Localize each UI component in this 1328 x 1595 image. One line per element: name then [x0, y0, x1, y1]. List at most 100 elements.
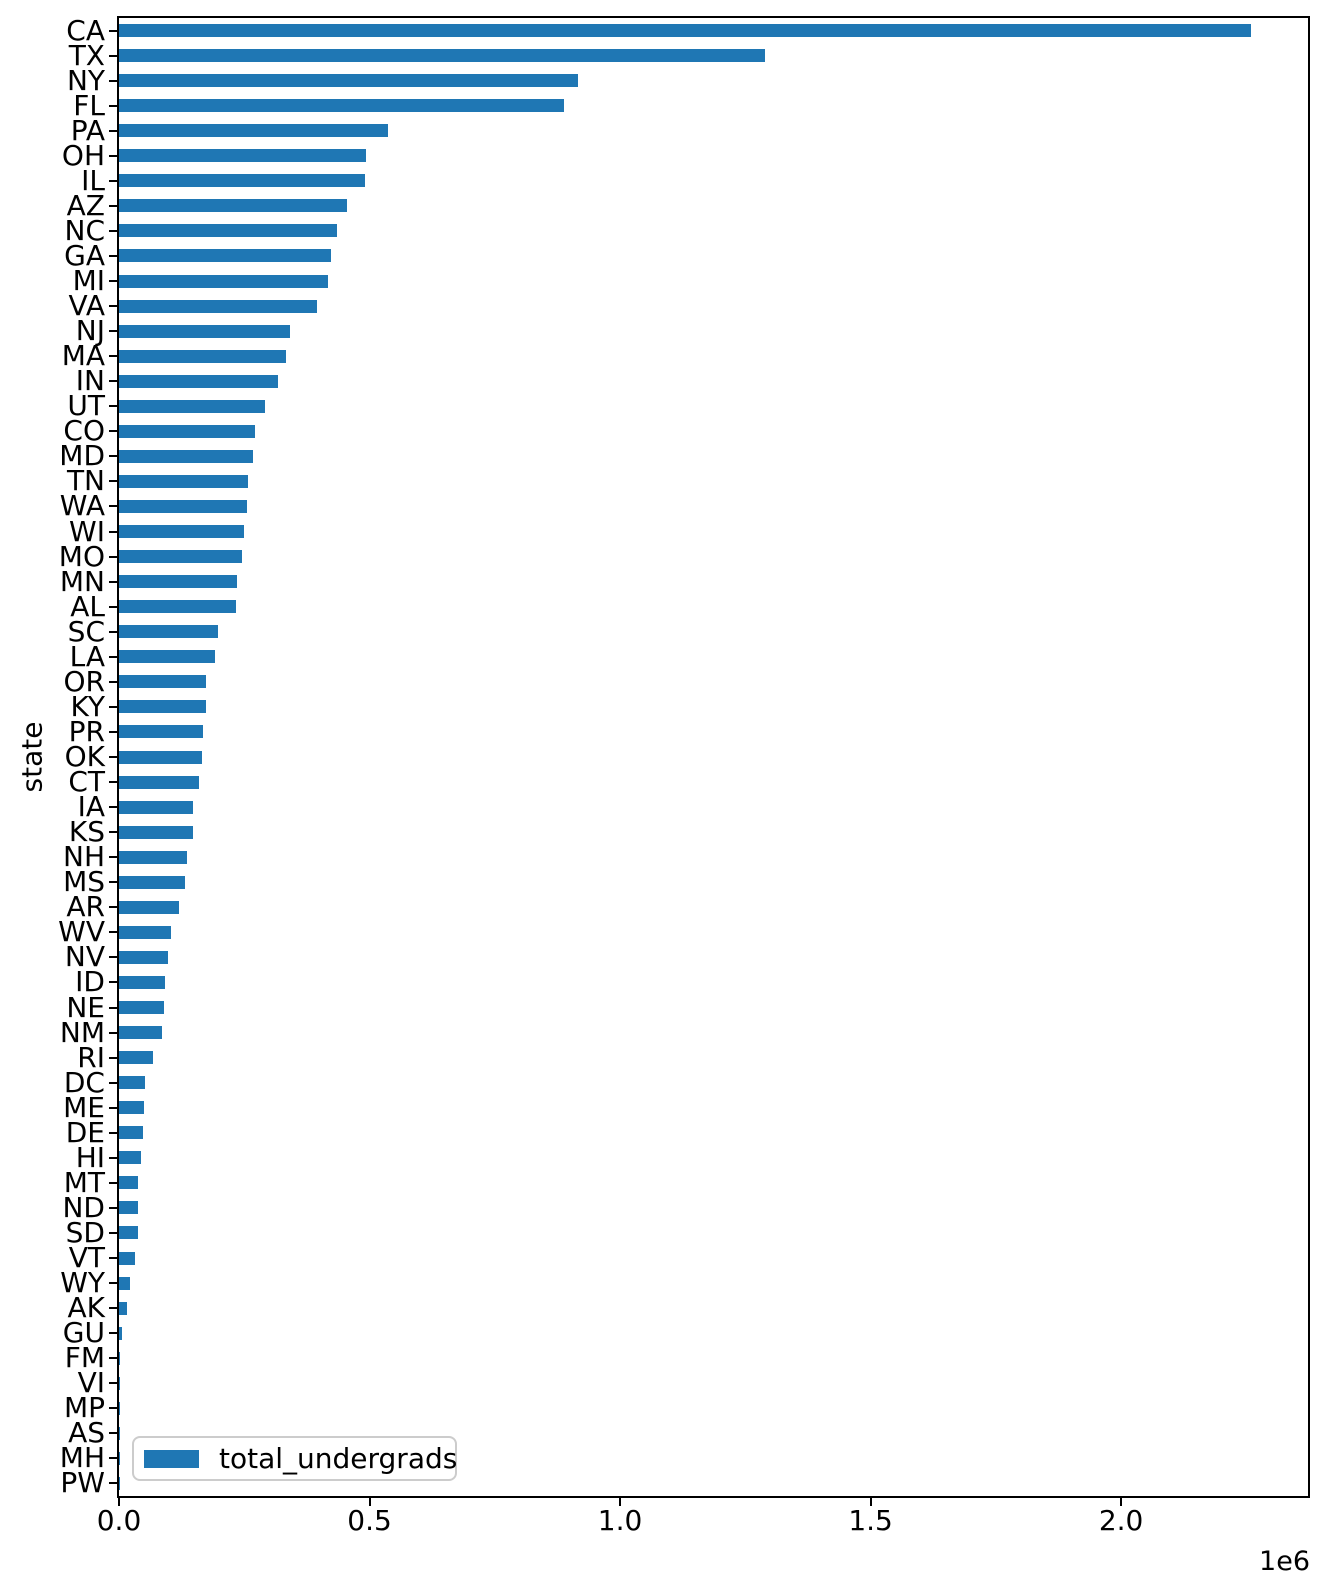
bar-MS — [119, 875, 186, 889]
bar-OK — [119, 750, 202, 764]
bar-SD — [119, 1226, 138, 1240]
y-tick-label: FL — [73, 88, 105, 122]
y-tick — [109, 1307, 117, 1310]
y-tick-label: MN — [59, 564, 105, 598]
y-tick-label: GA — [64, 238, 105, 272]
y-tick-label: OR — [63, 664, 106, 698]
y-tick-label: VA — [68, 289, 105, 323]
y-tick-label: NJ — [75, 314, 105, 348]
y-tick-label: LA — [69, 639, 105, 673]
y-tick-label: AZ — [66, 188, 105, 222]
y-tick — [109, 280, 117, 283]
bar-VI — [119, 1376, 120, 1390]
y-tick — [109, 705, 117, 708]
y-tick-label: RI — [77, 1040, 105, 1074]
y-tick-label: ID — [75, 965, 105, 999]
y-tick-label: MS — [63, 865, 105, 899]
y-tick-label: NE — [66, 990, 105, 1024]
y-tick-label: UT — [67, 389, 105, 423]
bar-IA — [119, 800, 194, 814]
y-tick-label: NV — [64, 940, 105, 974]
y-tick — [109, 154, 117, 157]
bar-WI — [119, 525, 244, 539]
y-tick — [109, 1257, 117, 1260]
y-tick — [109, 605, 117, 608]
bar-NM — [119, 1026, 163, 1040]
y-tick-label: TX — [68, 38, 105, 72]
y-tick-label: OH — [61, 138, 105, 172]
y-tick-label: DE — [65, 1115, 105, 1149]
y-tick — [109, 580, 117, 583]
y-tick-label: KY — [70, 689, 105, 723]
bar-NE — [119, 1001, 165, 1014]
y-tick — [109, 29, 117, 32]
y-tick — [109, 1432, 117, 1435]
x-tick — [368, 1498, 371, 1506]
y-tick — [109, 330, 117, 333]
bar-SC — [119, 625, 218, 639]
bar-CA — [119, 24, 1251, 38]
x-tick — [869, 1498, 872, 1506]
bar-UT — [119, 399, 265, 413]
bar-MO — [119, 550, 242, 564]
bar-LA — [119, 650, 215, 664]
y-tick-label: WV — [58, 915, 105, 949]
y-tick-label: TN — [66, 464, 105, 498]
y-tick — [109, 54, 117, 57]
bar-PA — [119, 124, 388, 138]
bar-TN — [119, 474, 248, 488]
bar-AS — [119, 1426, 120, 1440]
y-tick — [109, 630, 117, 633]
bar-CT — [119, 775, 199, 789]
y-tick-label: IL — [81, 163, 105, 197]
y-tick — [109, 1156, 117, 1159]
bar-CO — [119, 424, 256, 438]
bar-AL — [119, 600, 237, 614]
bar-FM — [119, 1351, 120, 1365]
y-tick — [109, 1031, 117, 1034]
y-tick-label: FM — [64, 1341, 105, 1375]
bar-KY — [119, 700, 206, 714]
bar-NC — [119, 224, 337, 238]
y-tick — [109, 956, 117, 959]
y-tick — [109, 1482, 117, 1485]
y-tick — [109, 931, 117, 934]
y-tick — [109, 204, 117, 207]
y-tick — [109, 405, 117, 408]
y-tick — [109, 1206, 117, 1209]
bar-NJ — [119, 324, 290, 338]
y-tick — [109, 655, 117, 658]
bar-WV — [119, 925, 172, 939]
y-tick-label: AR — [66, 890, 105, 924]
y-tick-label: MH — [59, 1441, 105, 1475]
x-axis-offset-text: 1e6 — [1259, 1546, 1310, 1577]
bar-IL — [119, 174, 365, 188]
bar-HI — [119, 1151, 141, 1165]
bar-FL — [119, 99, 564, 113]
y-tick — [109, 1106, 117, 1109]
y-tick-label: ND — [62, 1190, 105, 1224]
bar-ID — [119, 975, 166, 989]
y-tick-label: CA — [66, 13, 105, 47]
y-tick-label: VI — [77, 1366, 105, 1400]
bar-DE — [119, 1126, 143, 1140]
y-tick — [109, 1282, 117, 1285]
plot-area: CA TX NY FL PA OH IL AZ NC GA MI VA NJ MA IN UT CO MD TN WA… — [58, 15, 1310, 1577]
y-tick-label: MA — [61, 339, 105, 373]
y-tick-label: MD — [59, 439, 105, 473]
y-tick — [109, 1181, 117, 1184]
y-tick — [109, 1006, 117, 1009]
y-tick — [109, 806, 117, 809]
bar-DC — [119, 1076, 146, 1090]
y-tick — [109, 756, 117, 758]
y-tick — [109, 1332, 117, 1335]
bar-OH — [119, 149, 367, 163]
y-tick — [109, 1382, 117, 1385]
y-tick-label: CO — [63, 414, 105, 448]
y-tick-label: AS — [68, 1416, 105, 1450]
y-tick-label: KS — [68, 815, 105, 849]
bar-WA — [119, 499, 247, 513]
x-tick-label: 2.0 — [1098, 1504, 1144, 1537]
x-tick — [118, 1498, 120, 1506]
bar-RI — [119, 1051, 154, 1065]
